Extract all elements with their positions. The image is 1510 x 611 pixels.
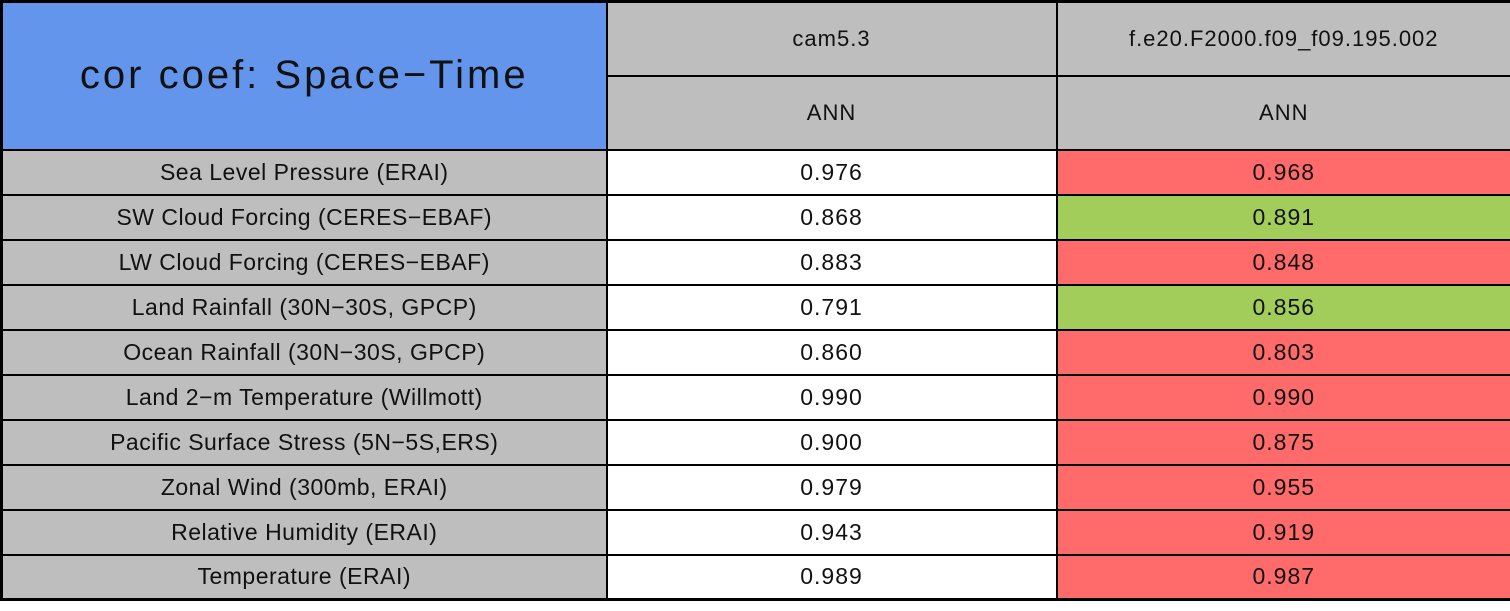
experiment-value: 0.987 — [1055, 553, 1510, 601]
experiment-value: 0.955 — [1055, 463, 1510, 511]
header-row-seasons: ANN ANN — [2, 74, 1510, 151]
control-value: 0.976 — [605, 148, 1058, 196]
experiment-value: 0.803 — [1055, 328, 1510, 376]
control-value: 0.943 — [605, 508, 1058, 556]
table-row: Temperature (ERAI) 0.989 0.987 — [0, 553, 1510, 601]
control-value: 0.989 — [605, 553, 1058, 601]
header-row-models: cor coef: Space−Time cam5.3 f.e20.F2000.… — [0, 0, 1510, 151]
variable-label: Pacific Surface Stress (5N−5S,ERS) — [0, 418, 608, 466]
variable-label: Temperature (ERAI) — [0, 553, 608, 601]
experiment-season-header: ANN — [1055, 74, 1510, 151]
control-value: 0.990 — [605, 373, 1058, 421]
table-row: Sea Level Pressure (ERAI) 0.976 0.968 — [0, 148, 1510, 196]
control-value: 0.979 — [605, 463, 1058, 511]
variable-label: Ocean Rainfall (30N−30S, GPCP) — [0, 328, 608, 376]
experiment-value: 0.968 — [1055, 148, 1510, 196]
table-title: cor coef: Space−Time — [0, 0, 608, 151]
experiment-value: 0.848 — [1055, 238, 1510, 286]
control-value: 0.883 — [605, 238, 1058, 286]
experiment-value: 0.919 — [1055, 508, 1510, 556]
table-row: Ocean Rainfall (30N−30S, GPCP) 0.860 0.8… — [0, 328, 1510, 376]
control-model-header: cam5.3 — [605, 0, 1058, 77]
table-row: SW Cloud Forcing (CERES−EBAF) 0.868 0.89… — [0, 193, 1510, 241]
experiment-value: 0.990 — [1055, 373, 1510, 421]
variable-label: LW Cloud Forcing (CERES−EBAF) — [0, 238, 608, 286]
control-value: 0.900 — [605, 418, 1058, 466]
table-row: Pacific Surface Stress (5N−5S,ERS) 0.900… — [0, 418, 1510, 466]
control-value: 0.868 — [605, 193, 1058, 241]
table-row: Land Rainfall (30N−30S, GPCP) 0.791 0.85… — [0, 283, 1510, 331]
table-row: Relative Humidity (ERAI) 0.943 0.919 — [0, 508, 1510, 556]
control-value: 0.791 — [605, 283, 1058, 331]
experiment-value: 0.856 — [1055, 283, 1510, 331]
variable-label: Land 2−m Temperature (Willmott) — [0, 373, 608, 421]
variable-label: Zonal Wind (300mb, ERAI) — [0, 463, 608, 511]
experiment-model-header: f.e20.F2000.f09_f09.195.002 — [1055, 0, 1510, 77]
experiment-value: 0.875 — [1055, 418, 1510, 466]
variable-label: Relative Humidity (ERAI) — [0, 508, 608, 556]
variable-label: Sea Level Pressure (ERAI) — [0, 148, 608, 196]
variable-label: Land Rainfall (30N−30S, GPCP) — [0, 283, 608, 331]
experiment-value: 0.891 — [1055, 193, 1510, 241]
control-value: 0.860 — [605, 328, 1058, 376]
control-season-header: ANN — [605, 74, 1058, 151]
table-row: Zonal Wind (300mb, ERAI) 0.979 0.955 — [0, 463, 1510, 511]
table-row: Land 2−m Temperature (Willmott) 0.990 0.… — [0, 373, 1510, 421]
variable-label: SW Cloud Forcing (CERES−EBAF) — [0, 193, 608, 241]
table-row: LW Cloud Forcing (CERES−EBAF) 0.883 0.84… — [0, 238, 1510, 286]
